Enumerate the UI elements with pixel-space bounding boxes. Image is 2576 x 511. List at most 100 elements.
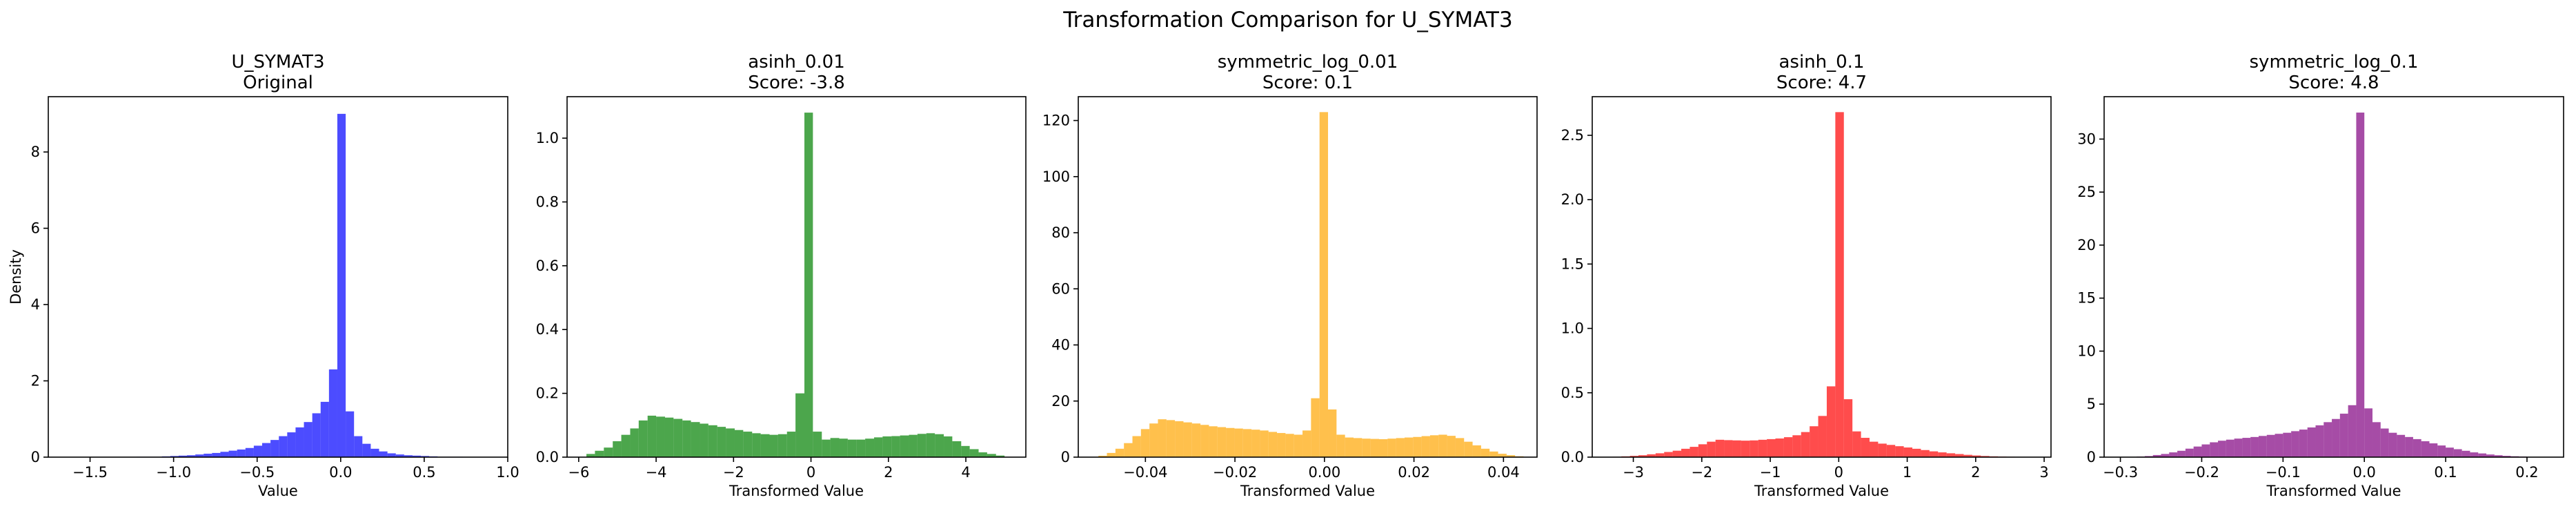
axes-frame (2103, 96, 2564, 458)
histogram-bar (1655, 453, 1665, 457)
histogram-bar (1895, 446, 1904, 457)
histogram-bar (178, 455, 188, 457)
histogram-bar (847, 439, 857, 457)
y-tick-label: 5 (2087, 396, 2096, 412)
histogram-bar (1955, 454, 1964, 457)
histogram-bar (1209, 426, 1218, 457)
y-tick-label: 25 (2077, 184, 2096, 200)
histogram-bar (245, 447, 254, 457)
histogram-bar (2397, 434, 2406, 457)
histogram-bar (2412, 438, 2421, 457)
histogram-bar (1311, 398, 1320, 457)
histogram-bar (935, 434, 944, 457)
histogram-bar (952, 441, 962, 457)
histogram-bar (1413, 436, 1422, 457)
histogram-bar (195, 454, 204, 457)
histogram-bar (1826, 386, 1836, 457)
histogram-bar (1260, 430, 1269, 457)
figure-suptitle: Transformation Comparison for U_SYMAT3 (1062, 8, 1512, 32)
x-axis-label: Transformed Value (2266, 483, 2401, 499)
histogram-bar (1140, 429, 1150, 457)
histogram-bar (917, 434, 927, 457)
histogram-bar (1724, 440, 1733, 457)
histogram-bar (1886, 445, 1896, 457)
histogram-bar (1200, 425, 1209, 457)
histogram-bar (2226, 439, 2235, 457)
histogram-bar (2348, 405, 2357, 457)
histogram-bar (1438, 434, 1447, 457)
histogram-bar (1741, 441, 1750, 457)
y-tick-label: 0.4 (536, 321, 559, 338)
histogram-bar (270, 440, 279, 457)
histogram-bar (2152, 454, 2161, 457)
y-tick-label: 15 (2077, 290, 2096, 307)
histogram-bar (1912, 448, 1921, 457)
histogram-bar (995, 455, 1005, 457)
y-tick-label: 0.5 (1561, 385, 1584, 401)
histogram-bar (1429, 435, 1439, 457)
histogram-bar (734, 430, 744, 457)
histogram-bar (1217, 427, 1227, 457)
histogram-bar (2299, 430, 2308, 457)
histogram-bar (621, 434, 631, 457)
panel-subtitle: Original (243, 73, 313, 93)
histogram-bar (926, 433, 935, 457)
histogram-bar (987, 454, 996, 457)
y-tick-label: 0 (2087, 449, 2096, 465)
histogram-bar (1775, 438, 1784, 457)
x-tick-label: 0.1 (2434, 464, 2457, 481)
histogram-bar (638, 420, 648, 457)
histogram-bar (1166, 420, 1176, 457)
histogram-bar (1921, 450, 1930, 457)
histogram-bar (1319, 112, 1329, 457)
histogram-bar (1242, 429, 1252, 457)
y-tick-label: 0.0 (536, 449, 559, 465)
histogram-bar (1107, 452, 1116, 457)
histogram-bar (312, 413, 321, 457)
histogram-bar (882, 436, 892, 457)
histogram-bar (421, 456, 430, 457)
histogram-bar (1455, 438, 1465, 457)
histogram-bar (2356, 113, 2365, 457)
histogram-bar (1664, 452, 1673, 457)
y-axis-label: Density (8, 249, 24, 305)
histogram-bar (1929, 451, 1939, 457)
histogram-bar (604, 447, 613, 457)
histogram-bar (2453, 449, 2462, 457)
histogram-bar (253, 445, 262, 457)
histogram-bar (1336, 434, 1345, 457)
histogram-bar (1234, 428, 1243, 457)
y-tick-label: 1.0 (536, 130, 559, 146)
histogram-bar (1447, 436, 1456, 457)
x-tick-label: −0.04 (1123, 464, 1167, 481)
histogram-bar (304, 422, 313, 457)
x-tick-label: 1 (1903, 464, 1912, 481)
histogram-bar (1302, 430, 1311, 457)
histogram-bar (2210, 442, 2219, 457)
histogram-bar (630, 428, 639, 457)
x-tick-label: −1 (1760, 464, 1781, 481)
histogram-bar (2486, 454, 2495, 457)
histogram-bar (1707, 441, 1716, 457)
histogram-bar (1963, 454, 1972, 457)
histogram-bar (2266, 434, 2275, 457)
histogram-bar (212, 452, 221, 457)
x-tick-label: 2 (884, 464, 893, 481)
histogram-bar (404, 455, 413, 457)
histogram-bar (1277, 433, 1286, 457)
histogram-bar (1732, 440, 1741, 457)
histogram-bar (1404, 437, 1414, 457)
histogram-bar (2169, 452, 2178, 457)
x-tick-label: −4 (646, 464, 667, 481)
histogram-bar (2283, 432, 2292, 457)
x-tick-label: 0.5 (413, 464, 435, 481)
x-tick-label: 4 (961, 464, 970, 481)
histogram-bar (1362, 438, 1371, 457)
histogram-bar (822, 439, 831, 457)
histogram-bar (1783, 437, 1793, 457)
histogram-bar (1158, 419, 1167, 457)
y-tick-label: 20 (1051, 393, 1070, 409)
y-tick-label: 4 (31, 296, 40, 313)
histogram-bar (320, 401, 329, 457)
